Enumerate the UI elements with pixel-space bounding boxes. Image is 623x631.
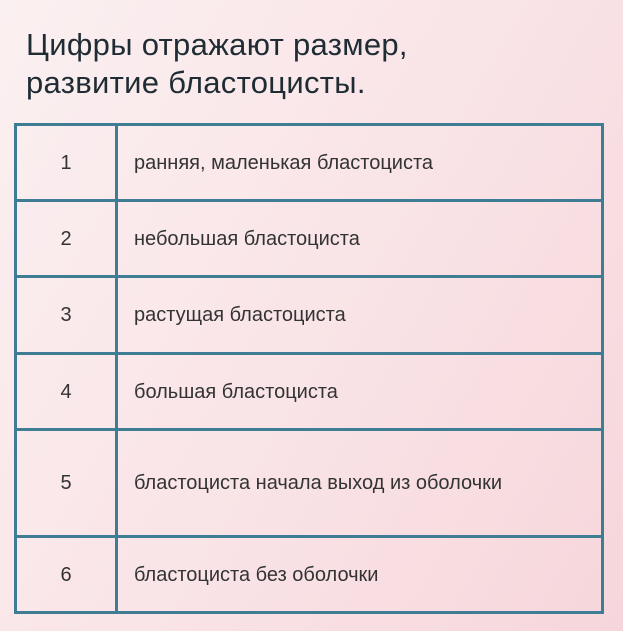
table-row: 6 бластоциста без оболочки <box>14 535 604 614</box>
row-description: небольшая бластоциста <box>115 199 604 278</box>
title-line-1: Цифры отражают размер, <box>26 27 408 62</box>
row-description-text: бластоциста начала выход из оболочки <box>134 472 503 494</box>
row-description: бластоциста без оболочки <box>115 535 604 614</box>
row-number: 6 <box>14 535 118 614</box>
table-row: 3 растущая бластоциста <box>14 275 604 355</box>
table-row: 5 бластоциста начала выход из оболочки <box>14 428 604 538</box>
title-line-2: развитие бластоцисты. <box>26 65 366 100</box>
table-row: 4 большая бластоциста <box>14 352 604 431</box>
row-number: 4 <box>14 352 118 431</box>
blastocyst-size-table: 1 ранняя, маленькая бластоциста 2 небольша… <box>14 123 604 614</box>
row-description: бластоциста начала выход из оболочки <box>115 428 604 538</box>
row-description: ранняя, маленькая бластоциста <box>115 123 604 202</box>
page-title: Цифры отражают размер, развитие бластоцис… <box>26 26 408 102</box>
row-number: 1 <box>14 123 118 202</box>
row-number: 3 <box>14 275 118 355</box>
row-number: 2 <box>14 199 118 278</box>
row-number: 5 <box>14 428 118 538</box>
table-row: 2 небольшая бластоциста <box>14 199 604 278</box>
table-row: 1 ранняя, маленькая бластоциста <box>14 123 604 202</box>
row-description: большая бластоциста <box>115 352 604 431</box>
row-description: растущая бластоциста <box>115 275 604 355</box>
